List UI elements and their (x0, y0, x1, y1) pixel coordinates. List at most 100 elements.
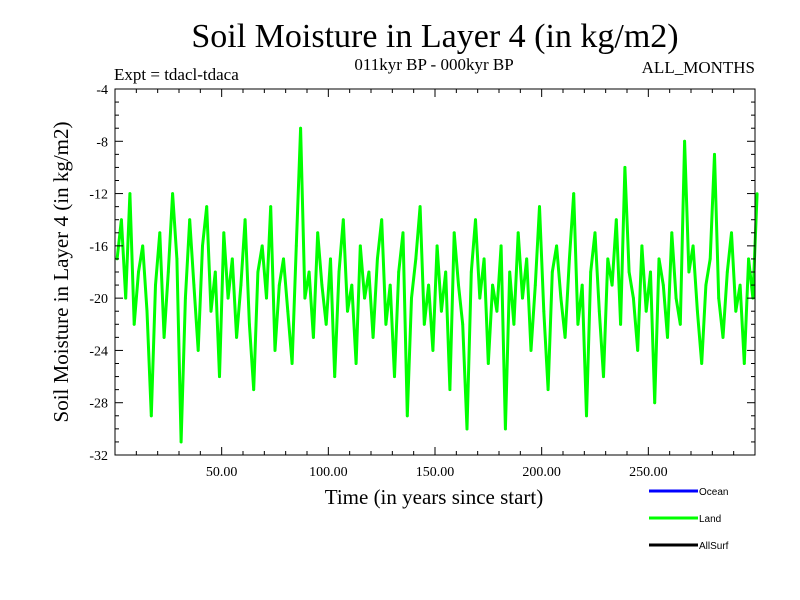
data-point-18 (188, 218, 192, 222)
data-point-120 (623, 166, 627, 169)
data-point-34 (256, 270, 260, 274)
data-point-66 (393, 375, 396, 378)
data-point-118 (614, 218, 618, 222)
data-point-146 (734, 309, 738, 313)
data-point-65 (388, 283, 392, 287)
data-point-128 (657, 257, 661, 261)
data-point-129 (661, 283, 665, 287)
data-point-64 (384, 322, 388, 326)
data-point-75 (431, 349, 435, 352)
data-point-49 (320, 283, 324, 287)
data-point-54 (341, 218, 345, 222)
data-point-135 (687, 270, 691, 274)
data-point-38 (273, 349, 277, 352)
data-point-116 (606, 257, 610, 261)
data-point-94 (512, 322, 516, 326)
data-point-86 (478, 296, 482, 300)
data-point-62 (376, 257, 379, 261)
data-point-107 (568, 257, 571, 261)
data-point-122 (632, 296, 635, 300)
data-point-19 (192, 283, 196, 287)
data-point-80 (452, 231, 456, 235)
data-point-83 (465, 427, 469, 431)
data-point-44 (299, 126, 302, 130)
chart-title: Soil Moisture in Layer 4 (in kg/m2) (191, 18, 678, 55)
data-point-132 (674, 296, 678, 300)
data-point-98 (529, 349, 533, 352)
data-point-9 (149, 414, 153, 418)
time-range-label: 011kyr BP - 000kyr BP (354, 55, 513, 74)
data-point-82 (461, 322, 465, 326)
data-point-59 (363, 296, 366, 300)
data-point-41 (286, 309, 290, 313)
data-point-25 (218, 375, 221, 378)
data-point-47 (312, 336, 315, 339)
data-point-131 (670, 231, 674, 235)
data-point-81 (457, 283, 460, 287)
data-point-33 (252, 388, 256, 391)
data-point-87 (482, 257, 486, 261)
data-point-46 (307, 270, 311, 274)
data-point-71 (414, 257, 418, 261)
data-point-60 (367, 270, 371, 274)
months-label: ALL_MONTHS (642, 58, 755, 77)
data-point-133 (678, 322, 682, 326)
data-point-68 (401, 231, 405, 235)
data-point-149 (747, 257, 750, 261)
data-point-17 (184, 296, 187, 300)
data-point-55 (346, 309, 349, 313)
data-point-137 (696, 309, 699, 313)
data-point-11 (158, 231, 162, 235)
y-tick-label: -8 (96, 135, 108, 150)
data-point-28 (230, 257, 234, 261)
data-point-57 (354, 362, 358, 365)
data-point-74 (427, 283, 430, 287)
data-point-140 (708, 257, 712, 261)
data-point-101 (542, 309, 546, 313)
data-point-110 (580, 283, 584, 287)
data-point-20 (196, 349, 200, 352)
data-point-4 (128, 192, 132, 196)
data-point-134 (683, 139, 686, 143)
data-point-104 (555, 244, 558, 248)
data-point-29 (235, 336, 239, 339)
data-point-99 (533, 283, 537, 287)
data-point-92 (504, 427, 507, 431)
data-point-24 (213, 270, 217, 274)
data-point-144 (725, 270, 729, 274)
data-point-126 (649, 270, 652, 274)
data-point-139 (704, 283, 708, 287)
data-point-127 (653, 401, 657, 405)
data-point-31 (243, 218, 247, 222)
series-layer (115, 126, 759, 444)
data-point-45 (303, 296, 307, 300)
data-point-88 (486, 362, 490, 365)
y-tick-label: -28 (89, 397, 108, 412)
legend: Ocean Land AllSurf (649, 487, 729, 552)
data-point-35 (260, 244, 264, 248)
x-axis-label: Time (in years since start) (325, 485, 544, 509)
data-point-105 (559, 296, 563, 300)
data-point-26 (222, 231, 226, 235)
data-point-22 (205, 205, 209, 209)
data-point-112 (589, 270, 593, 274)
data-point-79 (448, 388, 452, 391)
data-point-78 (444, 270, 448, 274)
data-point-115 (602, 375, 605, 378)
data-point-32 (248, 322, 251, 326)
data-point-30 (239, 283, 243, 287)
data-point-102 (546, 388, 550, 391)
data-point-97 (525, 257, 529, 261)
data-point-89 (491, 283, 494, 287)
data-point-67 (397, 270, 401, 274)
data-point-91 (499, 244, 503, 248)
data-point-108 (572, 192, 576, 196)
data-point-50 (324, 322, 328, 326)
data-point-113 (593, 231, 597, 235)
data-point-70 (410, 296, 413, 300)
data-point-48 (316, 231, 320, 235)
data-point-61 (371, 336, 375, 339)
y-tick-label: -32 (89, 449, 108, 464)
data-point-5 (132, 322, 136, 326)
data-point-143 (721, 336, 725, 339)
